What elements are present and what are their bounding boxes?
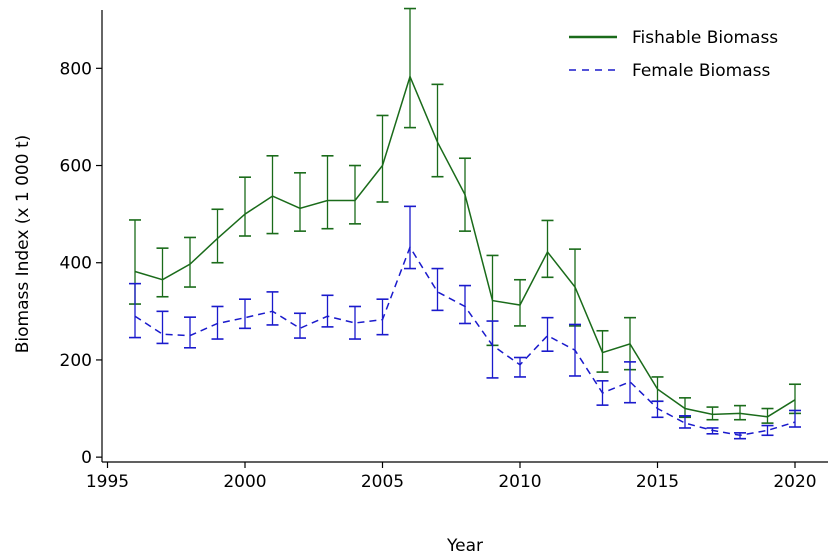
error-bar	[184, 316, 196, 349]
error-bar	[761, 407, 774, 424]
error-bar	[431, 267, 444, 312]
error-bar	[349, 164, 361, 225]
error-bar	[239, 176, 251, 237]
error-bar	[376, 114, 389, 203]
error-bar	[376, 298, 389, 336]
x-tick-label: 2020	[773, 472, 816, 492]
legend: Fishable Biomass Female Biomass	[569, 28, 778, 81]
error-bar	[266, 291, 279, 326]
error-bar	[294, 172, 306, 232]
x-axis-ticks: 1995 2000 2005 2010 2015 2020	[86, 462, 817, 492]
x-tick-label: 2005	[361, 472, 404, 492]
x-tick-label: 2015	[636, 472, 679, 492]
plot-area	[129, 7, 801, 440]
error-bar	[321, 155, 334, 230]
error-bar	[624, 361, 636, 404]
error-bar	[679, 415, 691, 429]
y-tick-label: 600	[60, 157, 92, 177]
y-tick-label: 200	[60, 351, 92, 371]
x-tick-label: 1995	[86, 472, 129, 492]
error-bar	[184, 236, 196, 288]
legend-item: Fishable Biomass	[569, 28, 778, 48]
x-axis-title: Year	[446, 536, 483, 556]
error-bar	[789, 409, 801, 428]
error-bar	[459, 284, 471, 325]
error-bar	[404, 7, 416, 129]
error-bar	[514, 356, 526, 378]
error-bar	[404, 205, 416, 270]
y-axis-title: Biomass Index (x 1 000 t)	[13, 135, 33, 354]
error-bar	[321, 294, 334, 328]
series-line	[134, 245, 796, 437]
y-tick-label: 400	[60, 254, 92, 274]
error-bar	[761, 424, 774, 437]
series-line	[134, 74, 796, 418]
x-tick-label: 2000	[223, 472, 266, 492]
error-bar	[486, 320, 499, 379]
error-bar	[789, 383, 801, 415]
error-bar	[514, 278, 526, 327]
x-tick-label: 2010	[498, 472, 541, 492]
y-tick-label: 0	[81, 448, 92, 468]
y-tick-label: 800	[60, 59, 92, 79]
error-bar	[541, 219, 554, 279]
error-bar	[349, 305, 361, 340]
series-1	[129, 205, 801, 440]
error-bar	[239, 298, 251, 330]
error-bar	[156, 247, 169, 298]
error-bar	[211, 208, 224, 264]
legend-item: Female Biomass	[569, 61, 770, 81]
legend-label: Female Biomass	[632, 61, 770, 81]
error-bar	[431, 83, 444, 178]
y-axis-ticks: 0 200 400 600 800	[60, 59, 102, 468]
error-bar	[266, 155, 279, 235]
error-bar	[294, 312, 306, 339]
error-bar	[541, 316, 554, 352]
error-bar	[156, 310, 169, 345]
error-bar	[706, 406, 719, 421]
legend-label: Fishable Biomass	[632, 28, 778, 48]
error-bar	[129, 282, 141, 339]
error-bar	[679, 397, 691, 419]
